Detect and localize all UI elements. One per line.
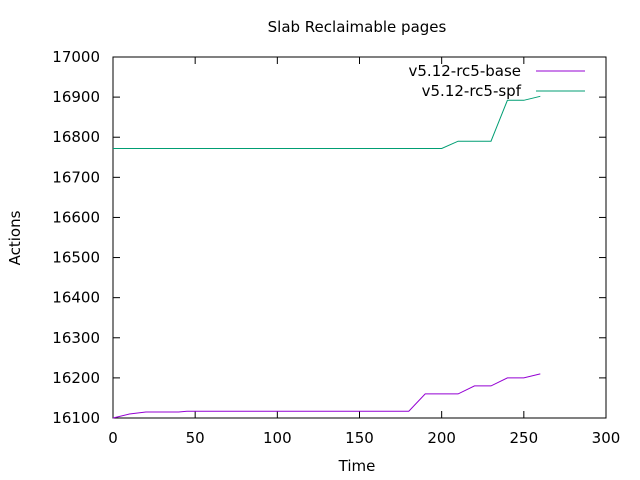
series-line-2 [113,95,541,149]
x-tick-label: 50 [186,429,205,447]
series-lines [112,95,541,419]
x-tick-label: 100 [263,429,292,447]
y-tick-label: 16500 [52,249,100,267]
y-tick-label: 16300 [52,329,100,347]
x-tick-label: 250 [510,429,539,447]
x-tick-label: 0 [108,429,118,447]
axis-ticks: 0 50 100 150 200 250 300 16100 16200 16300 16400 16… [52,48,620,447]
y-tick-label: 17000 [52,48,100,66]
x-tick-label: 150 [345,429,374,447]
x-tick-label: 200 [427,429,456,447]
y-tick-label: 16100 [52,409,100,427]
x-tick-label: 300 [592,429,621,447]
y-tick-label: 16800 [52,128,100,146]
legend-label-1: v5.12-rc5-base [409,62,522,80]
chart-title: Slab Reclaimable pages [268,18,447,36]
y-tick-label: 16900 [52,88,100,106]
y-axis-label: Actions [6,210,24,265]
legend-label-2: v5.12-rc5-spf [422,82,522,100]
series-line-1 [112,373,541,419]
x-axis-label: Time [338,457,376,475]
y-tick-label: 16600 [52,208,100,226]
plot-area-frame [112,56,607,419]
legend: v5.12-rc5-base v5.12-rc5-spf [409,62,585,100]
y-tick-label: 16700 [52,168,100,186]
y-tick-label: 16200 [52,369,100,387]
y-tick-label: 16400 [52,289,100,307]
